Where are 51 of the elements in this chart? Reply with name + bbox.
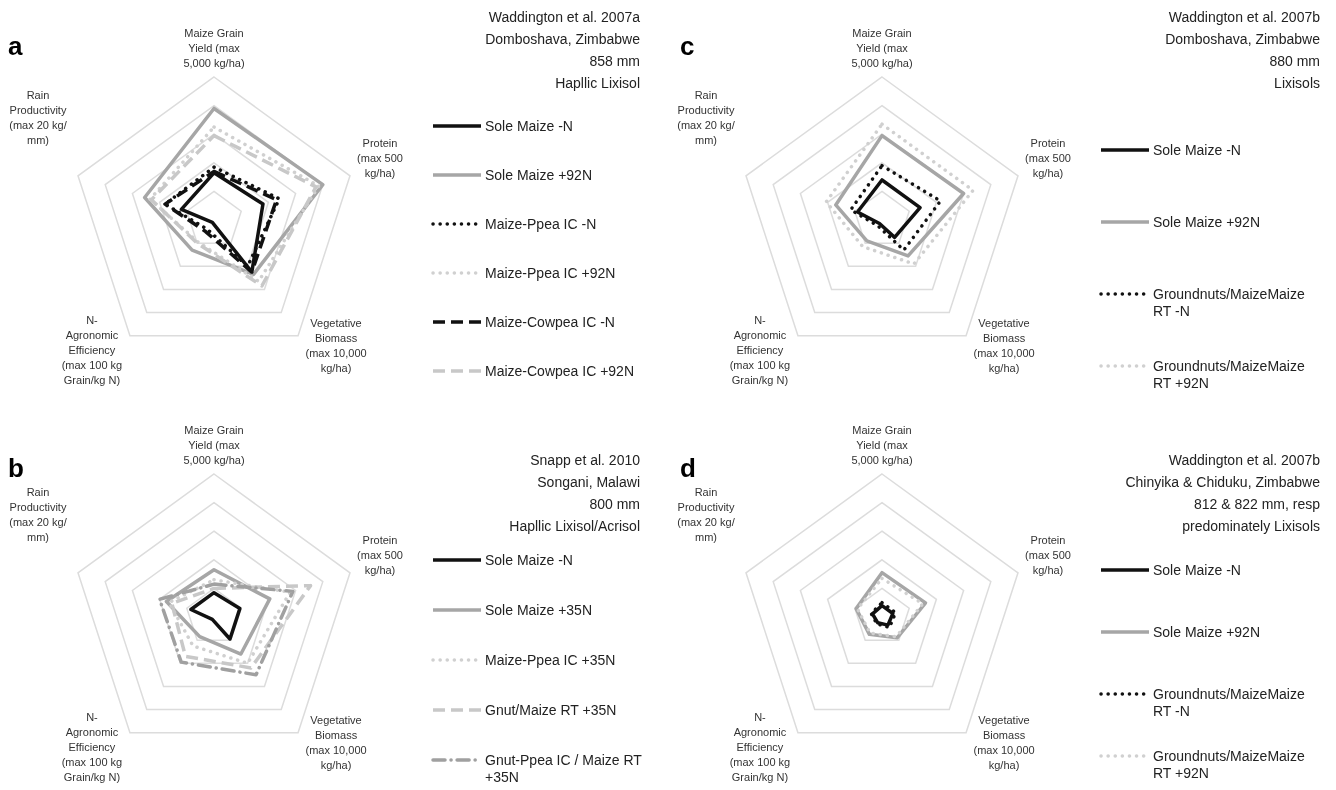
legend-label: Maize-Cowpea IC -N <box>485 314 615 330</box>
legend-label: Gnut/Maize RT +35N <box>485 702 617 718</box>
legend-label: Sole Maize +92N <box>1153 214 1261 230</box>
spoke-label: Protein (max 500 kg/ha) <box>1025 136 1071 179</box>
text: a <box>8 31 23 61</box>
legend-label: Groundnuts/MaizeMaize RT -N <box>1153 286 1305 319</box>
legend-label: Sole Maize +92N <box>485 167 593 183</box>
legend-label: Maize-Ppea IC +35N <box>485 652 616 668</box>
legend-label: Groundnuts/MaizeMaize RT -N <box>1153 686 1305 719</box>
text: Songani, Malawi 800 mm Hapllic Lixisol/Acrisol <box>509 474 640 534</box>
legend-label: Groundnuts/MaizeMaize RT +92N <box>1153 748 1305 781</box>
text: d <box>680 453 696 483</box>
spoke-label: Maize Grain Yield (max 5,000 kg/ha) <box>851 27 913 69</box>
legend-label: Sole Maize -N <box>1153 562 1241 578</box>
spoke-label: Rain Productivity (max 20 kg/ mm) <box>9 486 68 544</box>
text: b <box>8 453 24 483</box>
spoke-label: Protein (max 500 kg/ha) <box>1025 533 1071 576</box>
spoke-label: Vegetative Biomass (max 10,000 kg/ha) <box>973 317 1035 375</box>
legend-label: Maize-Ppea IC +92N <box>485 265 616 281</box>
spoke-label: Vegetative Biomass (max 10,000 kg/ha) <box>305 317 367 375</box>
legend-label: Sole Maize -N <box>485 118 573 134</box>
spoke-label: Maize Grain Yield (max 5,000 kg/ha) <box>183 27 245 69</box>
spoke-label: N- Agronomic Efficiency (max 100 kg Grain/kg N) <box>729 710 791 783</box>
text: Chinyika & Chiduku, Zimbabwe 812 & 822 mm, resp predominately Lixisols <box>1125 474 1321 534</box>
spoke-label: Protein (max 500 kg/ha) <box>357 136 403 179</box>
text: Waddington et al. 2007b <box>1168 452 1321 468</box>
text: Snapp et al. 2010 <box>530 452 641 468</box>
legend-label: Gnut-Ppea IC / Maize RT +35N <box>485 752 643 785</box>
spoke-label: Vegetative Biomass (max 10,000 kg/ha) <box>305 714 367 772</box>
legend-label: Maize-Cowpea IC +92N <box>485 363 635 379</box>
chart-title: Waddington et al. 2007a <box>488 9 641 25</box>
spoke-label: Protein (max 500 kg/ha) <box>357 533 403 576</box>
spoke-label: N- Agronomic Efficiency (max 100 kg Grain/kg N) <box>61 710 123 783</box>
legend-label: Sole Maize -N <box>1153 142 1241 158</box>
spoke-label: Rain Productivity (max 20 kg/ mm) <box>9 89 68 147</box>
spoke-label: Vegetative Biomass (max 10,000 kg/ha) <box>973 714 1035 772</box>
spoke-label: Rain Productivity (max 20 kg/ mm) <box>677 486 736 544</box>
legend-label: Groundnuts/MaizeMaize RT +92N <box>1153 358 1305 391</box>
spoke-label: Rain Productivity (max 20 kg/ mm) <box>677 89 736 147</box>
text: Domboshava, Zimbabwe 858 mm Hapllic Lixisol <box>485 31 641 91</box>
legend-label: Sole Maize +92N <box>1153 624 1261 640</box>
text: c <box>680 31 695 61</box>
legend-label: Sole Maize +35N <box>485 602 593 618</box>
spoke-label: N- Agronomic Efficiency (max 100 kg Grain/kg N) <box>61 313 123 386</box>
legend-label: Sole Maize -N <box>485 552 573 568</box>
spoke-label: Maize Grain Yield (max 5,000 kg/ha) <box>851 424 913 466</box>
spoke-label: N- Agronomic Efficiency (max 100 kg Grain/kg N) <box>729 313 791 386</box>
chart-title: Waddington et al. 2007b <box>1168 9 1321 25</box>
legend-label: Maize-Ppea IC -N <box>485 216 597 232</box>
spoke-label: Maize Grain Yield (max 5,000 kg/ha) <box>183 424 245 466</box>
text: Domboshava, Zimbabwe 880 mm Lixisols <box>1165 31 1321 91</box>
